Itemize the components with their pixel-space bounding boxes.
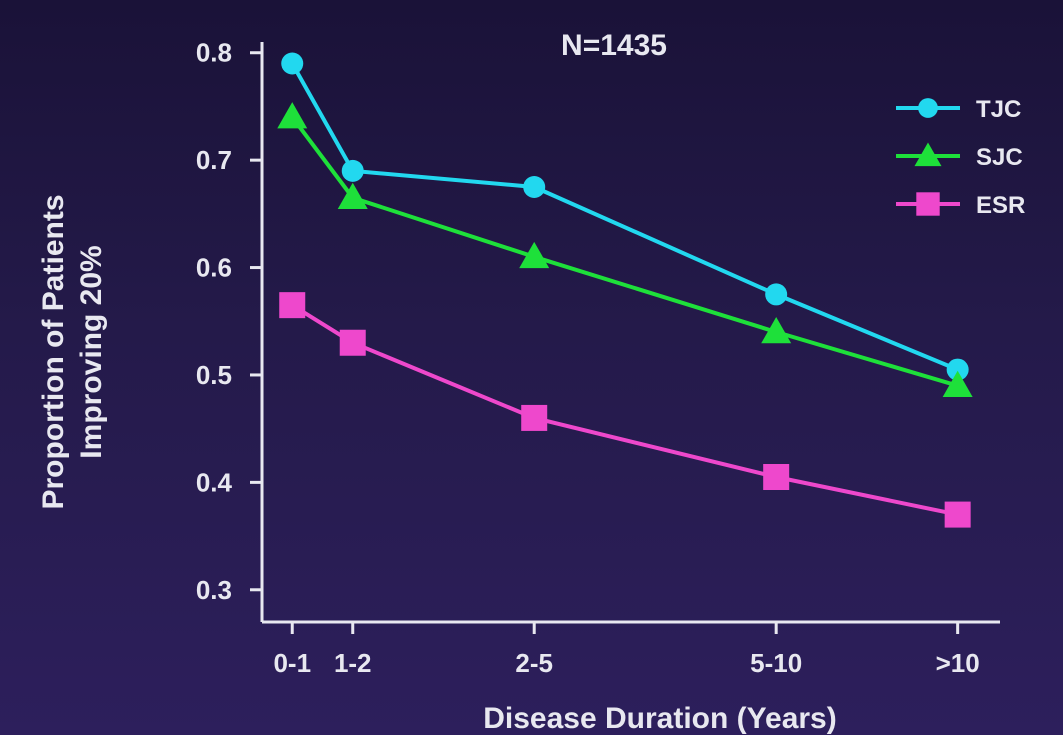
data-point-esr (944, 501, 971, 528)
y-axis-title: Proportion of Patients Improving 20% (37, 195, 108, 510)
data-point-tjc (281, 52, 304, 75)
data-point-sjc (277, 102, 308, 129)
series-line-tjc (290, 62, 959, 372)
x-axis-title: Disease Duration (Years) (483, 702, 836, 735)
x-tick-label: >10 (936, 648, 980, 678)
series-line-sjc (290, 115, 959, 388)
legend-label-sjc: SJC (976, 144, 1023, 171)
data-point-sjc (761, 317, 792, 344)
data-point-esr (339, 329, 366, 356)
y-axis-title-line-2: Improving 20% (75, 245, 108, 458)
y-tick-label: 0.8 (196, 38, 232, 68)
series-sjc (277, 102, 973, 397)
legend-item-esr: ESR (896, 192, 1025, 219)
data-point-esr (279, 292, 306, 319)
y-tick-label: 0.5 (196, 360, 232, 390)
data-point-tjc (341, 159, 364, 182)
legend: TJC SJC ESR (896, 96, 1025, 219)
data-point-tjc (523, 176, 546, 198)
y-tick-label: 0.4 (196, 467, 233, 497)
data-point-esr (763, 464, 790, 490)
series-esr (279, 292, 971, 528)
legend-label-tjc: TJC (976, 96, 1021, 123)
data-point-sjc (337, 182, 368, 209)
x-tick-label: 5-10 (750, 648, 802, 678)
ticks: 0.8 0.7 0.6 0.5 0.4 0.3 0-1 1-2 2-5 5-10 >10 (196, 38, 980, 678)
legend-marker-tjc (918, 98, 938, 118)
series (277, 52, 973, 528)
data-point-tjc (765, 283, 788, 306)
data-point-esr (521, 404, 548, 431)
y-tick-label: 0.7 (196, 145, 232, 175)
series-tjc (281, 52, 969, 381)
legend-marker-esr (916, 192, 940, 216)
legend-item-tjc: TJC (896, 96, 1021, 123)
y-tick-label: 0.6 (196, 253, 232, 283)
series-line-esr (291, 303, 959, 517)
legend-label-esr: ESR (976, 192, 1025, 219)
legend-item-sjc: SJC (896, 142, 1023, 171)
chart-title: N=1435 (561, 29, 667, 62)
data-point-tjc (946, 358, 969, 381)
x-tick-label: 2-5 (515, 648, 553, 678)
x-tick-label: 0-1 (273, 648, 311, 678)
legend-marker-sjc (914, 142, 942, 167)
data-point-sjc (942, 370, 973, 397)
y-axis-title-line-1: Proportion of Patients (37, 195, 70, 510)
y-tick-label: 0.3 (196, 575, 232, 605)
axes (260, 42, 1000, 624)
data-point-sjc (519, 241, 550, 269)
x-tick-label: 1-2 (334, 648, 372, 678)
